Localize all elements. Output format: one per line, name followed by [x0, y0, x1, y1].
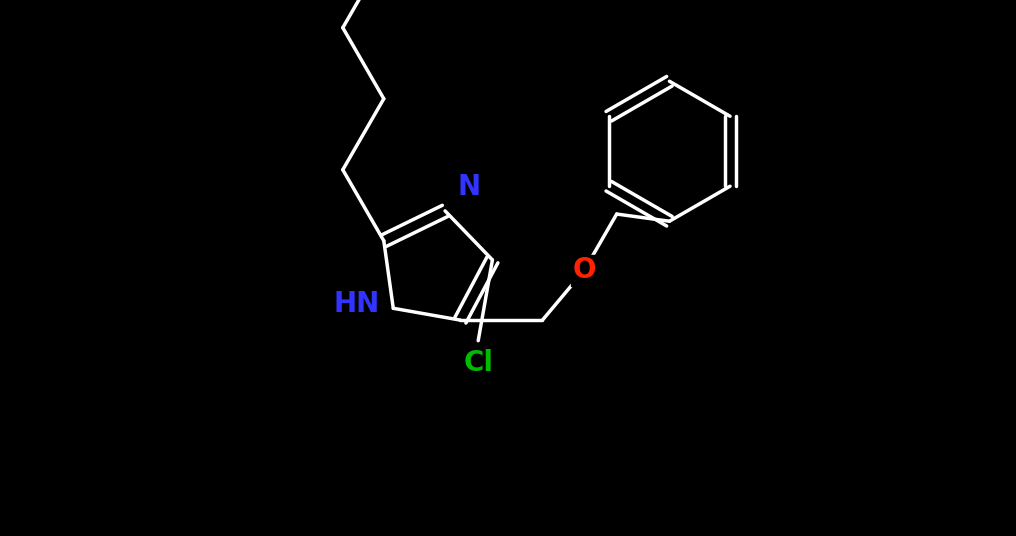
- Text: N: N: [457, 173, 481, 201]
- Text: Cl: Cl: [463, 349, 493, 377]
- Text: O: O: [572, 256, 596, 284]
- Text: HN: HN: [333, 291, 379, 318]
